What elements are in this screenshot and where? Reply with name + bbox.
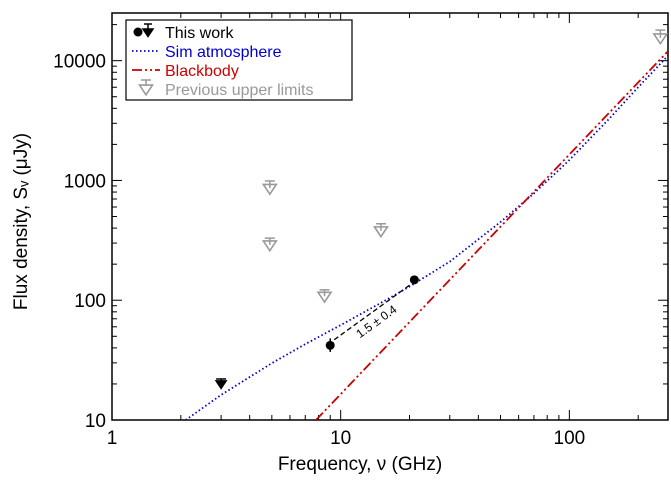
- y-tick-label: 100: [74, 291, 106, 312]
- y-axis-label: Flux density, Sᵥ (μJy): [11, 133, 32, 310]
- legend-label: Sim atmosphere: [165, 44, 282, 61]
- x-tick-label: 10: [330, 428, 351, 449]
- this-work-detection-point: [325, 340, 335, 350]
- x-axis-label: Frequency, ν (GHz): [278, 454, 442, 475]
- slope-label: 1.5 ± 0.4: [353, 302, 399, 341]
- this-work-detection-point: [409, 275, 419, 285]
- legend-dot-marker: [133, 27, 143, 37]
- y-tick-label: 10000: [53, 52, 106, 73]
- legend: This work Sim atmosphere Blackbody Previous…: [125, 19, 353, 101]
- previous-upper-limit-marker: [372, 226, 389, 239]
- previous-upper-limit-marker: [316, 291, 333, 304]
- y-tick-label: 10: [85, 411, 106, 432]
- legend-label: Previous upper limits: [165, 82, 314, 99]
- legend-label: This work: [165, 25, 234, 42]
- legend-label: Blackbody: [165, 63, 239, 80]
- model-curves: [185, 50, 668, 420]
- y-tick-label: 1000: [64, 171, 106, 192]
- this-work-upper-limit-marker: [214, 380, 228, 390]
- data-points: [214, 29, 669, 390]
- legend-box: [125, 19, 353, 101]
- x-tick-label: 100: [554, 428, 586, 449]
- previous-upper-limit-marker: [652, 33, 669, 46]
- blackbody-curve: [315, 50, 668, 420]
- previous-upper-limit-marker: [261, 183, 278, 196]
- previous-upper-limit-marker: [261, 240, 278, 253]
- axis-ticks: [111, 13, 668, 421]
- sim-atmosphere-curve: [185, 55, 668, 420]
- legend-triangle-marker: [141, 28, 155, 38]
- x-tick-label: 1: [107, 428, 118, 449]
- legend-prev-marker: [138, 84, 154, 97]
